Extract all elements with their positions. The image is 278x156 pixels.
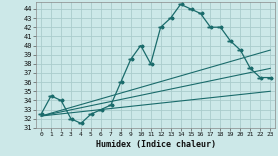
X-axis label: Humidex (Indice chaleur): Humidex (Indice chaleur) <box>96 140 216 149</box>
